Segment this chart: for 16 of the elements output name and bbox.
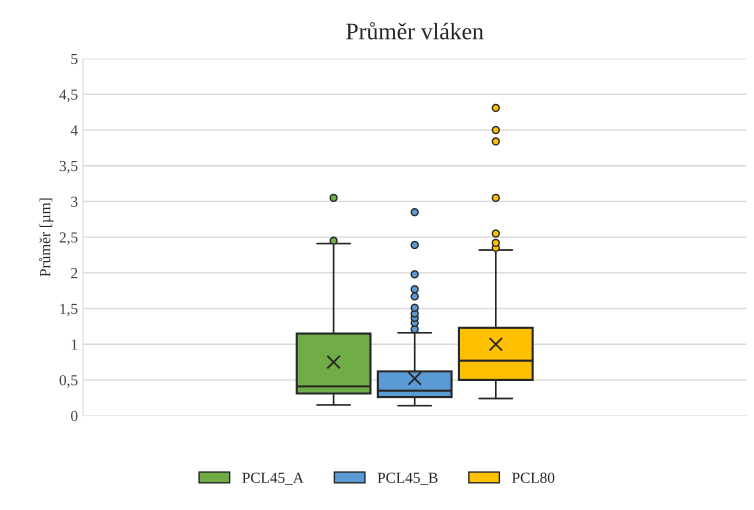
y-tick-label: 1,5 (60, 304, 78, 316)
y-tick-label: 1 (72, 339, 78, 350)
chart-title: Průměr vláken (346, 22, 484, 40)
y-tick-label: 4 (70, 125, 78, 136)
y-tick-label: 3 (71, 196, 78, 207)
y-tick-label: 0 (71, 410, 78, 422)
legend-label: PCL80 (512, 472, 554, 483)
y-tick-label: 0,5 (60, 375, 78, 388)
y-tick-label: 3,5 (60, 160, 78, 174)
legend-label: PCL45_B (378, 472, 438, 485)
y-tick-label: 4,5 (59, 90, 78, 102)
y-axis-title: Průměr [µm] (39, 198, 54, 277)
y-tick-label: 5 (71, 54, 78, 64)
y-tick-label: 2,5 (60, 232, 78, 245)
legend-label: PCL45_A (242, 472, 304, 485)
y-tick-label: 2 (71, 268, 78, 278)
